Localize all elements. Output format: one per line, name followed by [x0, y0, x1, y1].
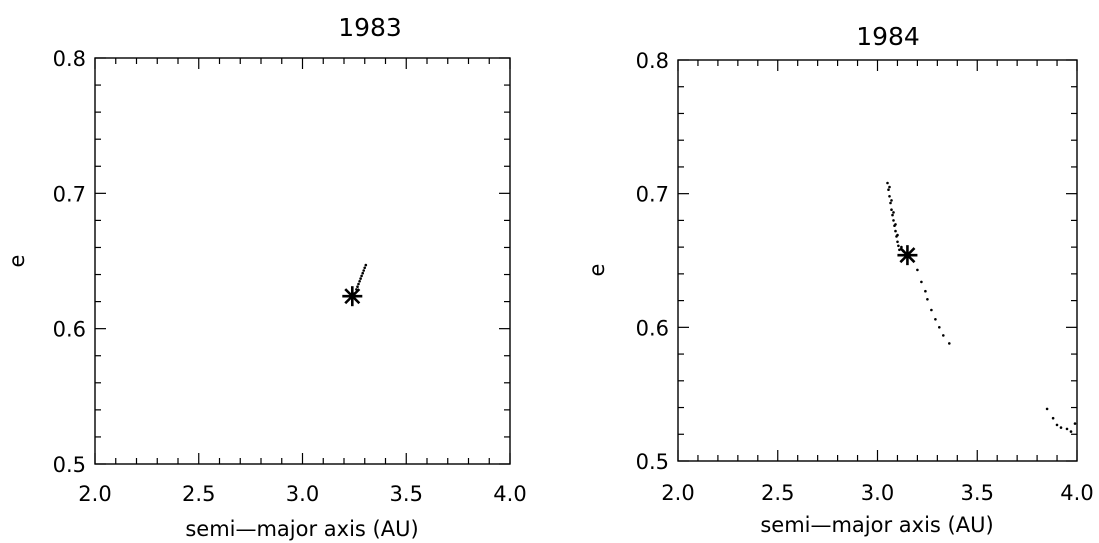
- data-point: [364, 263, 368, 267]
- data-point: [894, 223, 897, 226]
- data-point: [358, 280, 361, 283]
- y-tick-labels: 0.5 0.6 0.7 0.8: [53, 47, 86, 477]
- x-tick-labels: 2.0 2.5 3.0 3.5 4.0: [78, 482, 526, 506]
- data-points: [886, 181, 1077, 433]
- data-point: [360, 274, 363, 278]
- data-point: [942, 334, 945, 337]
- x-tick-labels: 2.0 2.5 3.0 3.5 4.0: [661, 481, 1093, 505]
- data-point: [888, 195, 891, 198]
- data-point: [1055, 423, 1059, 427]
- data-point: [920, 280, 923, 284]
- y-tick-labels: 0.5 0.6 0.7 0.8: [636, 49, 669, 474]
- data-point: [1051, 416, 1055, 420]
- data-point: [1059, 426, 1063, 429]
- x-axis-label: semi—major axis (AU): [185, 517, 418, 541]
- y-tick-label: 0.6: [636, 316, 669, 340]
- y-tick-label: 0.5: [636, 450, 669, 474]
- x-tick-label: 2.5: [182, 482, 215, 506]
- asterisk-marker: [897, 245, 918, 266]
- data-point: [361, 271, 365, 275]
- y-tick-label: 0.8: [636, 49, 669, 73]
- data-point: [890, 208, 893, 211]
- plot-frame: [94, 57, 511, 465]
- data-point: [357, 282, 360, 286]
- panel-1983: 1983 2.0 2.5 3.0 3.5 4.0 0.5 0.6 0.7 0.8 semi—m…: [5, 13, 527, 541]
- x-axis-label: semi—major axis (AU): [760, 513, 993, 537]
- chart-title: 1983: [338, 13, 402, 42]
- x-tick-label: 2.5: [761, 481, 794, 505]
- data-point: [926, 298, 929, 301]
- data-point: [890, 199, 893, 202]
- data-point: [894, 229, 897, 233]
- data-point: [891, 213, 894, 217]
- chart-title: 1984: [856, 22, 920, 51]
- panel-1984: 1984 2.0 2.5 3.0 3.5 4.0 0.5 0.6 0.7 0.8 semi—m…: [585, 22, 1094, 537]
- x-tick-label: 3.5: [961, 481, 994, 505]
- x-tick-label: 3.0: [861, 481, 894, 505]
- x-tick-label: 3.5: [390, 482, 423, 506]
- data-point: [948, 342, 951, 345]
- data-point: [892, 219, 895, 222]
- data-point: [356, 285, 359, 289]
- x-tick-label: 2.0: [78, 482, 111, 506]
- data-point: [886, 181, 889, 185]
- data-point: [892, 211, 895, 214]
- x-tick-label: 3.0: [286, 482, 319, 506]
- data-point: [896, 233, 899, 237]
- y-tick-label: 0.7: [636, 183, 669, 207]
- asterisk-stroke: [899, 247, 916, 264]
- data-point: [887, 188, 890, 191]
- y-tick-label: 0.6: [53, 318, 86, 342]
- data-point: [916, 268, 919, 272]
- data-point: [1069, 430, 1073, 433]
- x-tick-label: 4.0: [1060, 481, 1093, 505]
- data-point: [934, 318, 937, 321]
- tick-marks: [677, 59, 1078, 462]
- data-point: [889, 201, 892, 205]
- tick-marks: [94, 57, 511, 465]
- data-point: [896, 240, 899, 244]
- y-tick-label: 0.8: [53, 47, 86, 71]
- data-points: [353, 263, 368, 295]
- data-point: [930, 308, 933, 312]
- y-tick-label: 0.5: [53, 453, 86, 477]
- asterisk-stroke: [344, 288, 361, 305]
- asterisk-marker: [342, 286, 363, 307]
- x-tick-label: 4.0: [493, 482, 526, 506]
- data-point: [1065, 427, 1069, 431]
- data-point: [362, 269, 366, 272]
- data-point: [888, 185, 891, 189]
- y-axis-label: e: [5, 255, 29, 268]
- data-point: [363, 266, 367, 270]
- x-tick-label: 2.0: [661, 481, 694, 505]
- plot-frame: [677, 59, 1078, 462]
- data-point: [359, 277, 362, 280]
- y-tick-label: 0.7: [53, 182, 86, 206]
- data-point: [1073, 422, 1077, 425]
- data-point: [897, 244, 900, 248]
- data-point: [924, 289, 927, 293]
- y-axis-label: e: [585, 264, 609, 277]
- data-point: [938, 326, 941, 329]
- data-point: [1045, 407, 1049, 411]
